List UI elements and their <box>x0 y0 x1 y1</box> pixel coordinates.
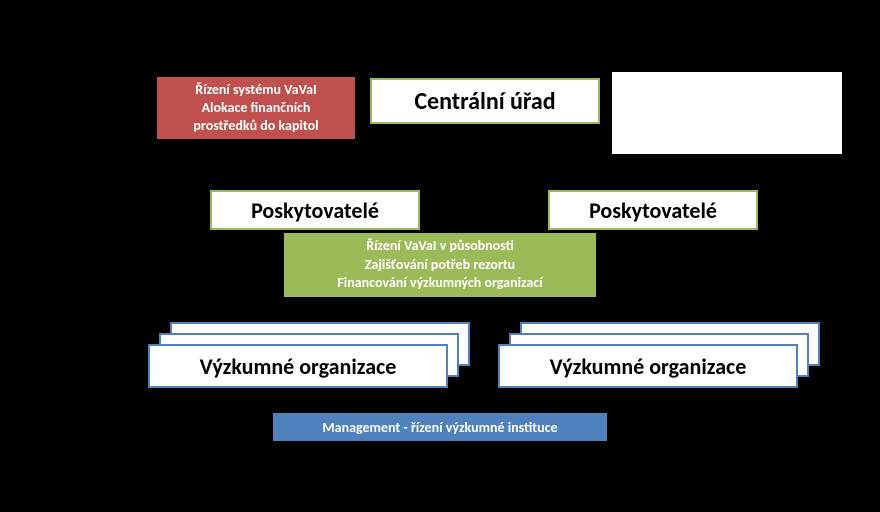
white-block <box>612 72 842 154</box>
research-right-node: Výzkumné organizace <box>498 344 798 388</box>
desc-blue: Management - řízení výzkumné instituce <box>272 412 608 442</box>
desc-red-line3: prostředků do kapitol <box>193 117 318 135</box>
central-node: Centrální úřad <box>370 78 600 124</box>
connector-stub-right <box>651 180 655 190</box>
provider-left-label: Poskytovatelé <box>251 197 379 224</box>
desc-red-line2: Alokace finančních <box>202 99 311 117</box>
research-left-node: Výzkumné organizace <box>148 344 448 388</box>
desc-blue-line1: Management - řízení výzkumné instituce <box>322 419 557 436</box>
desc-green: Řízení VaVaI v působnosti Zajišťování po… <box>283 232 597 298</box>
desc-green-line1: Řízení VaVaI v působnosti <box>366 237 514 256</box>
research-left-stack: Výzkumné organizace <box>148 322 470 392</box>
desc-green-line2: Zajišťování potřeb rezortu <box>365 256 515 275</box>
desc-red-line1: Řízení systému VaVaI <box>195 81 317 99</box>
research-right-label: Výzkumné organizace <box>550 353 747 380</box>
research-left-label: Výzkumné organizace <box>200 353 397 380</box>
desc-green-line3: Financování výzkumných organizací <box>337 274 542 293</box>
diagram-canvas: { "canvas": { "width": 880, "height": 51… <box>0 0 880 512</box>
provider-right-node: Poskytovatelé <box>548 190 758 230</box>
provider-right-label: Poskytovatelé <box>589 197 717 224</box>
central-label: Centrální úřad <box>414 87 555 116</box>
provider-left-node: Poskytovatelé <box>210 190 420 230</box>
desc-red: Řízení systému VaVaI Alokace finančních … <box>156 76 356 140</box>
connector-stub-left <box>313 180 317 190</box>
research-right-stack: Výzkumné organizace <box>498 322 820 392</box>
